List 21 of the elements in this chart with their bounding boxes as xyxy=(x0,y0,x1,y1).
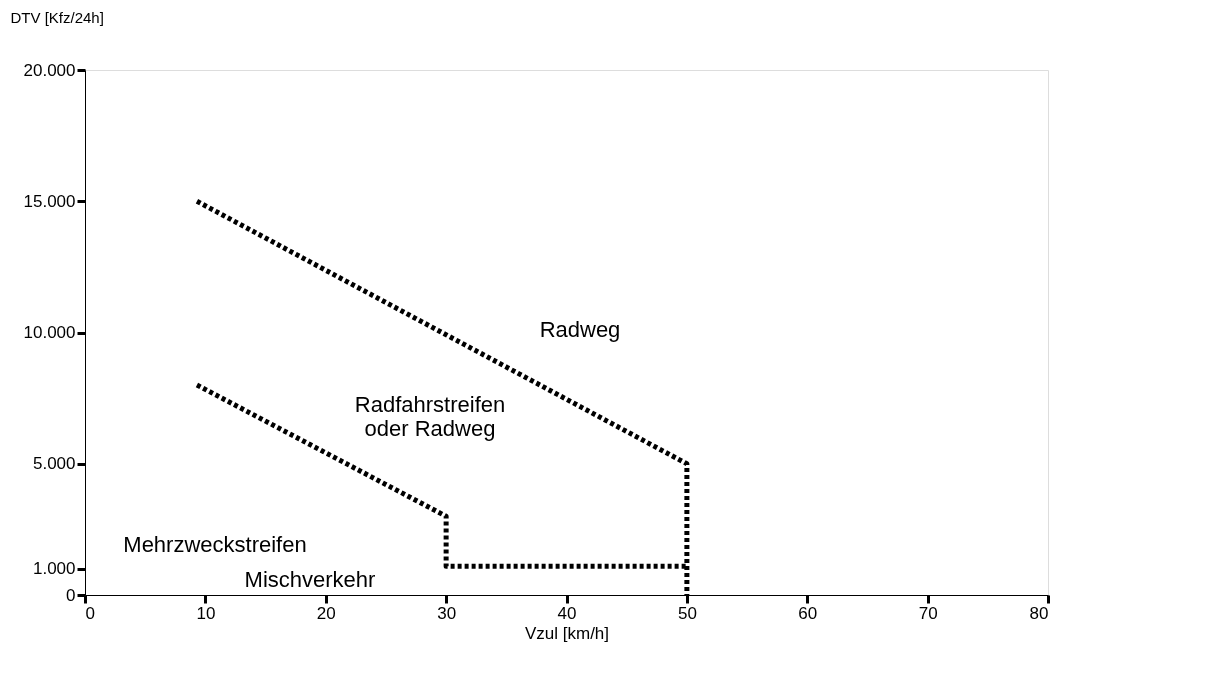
x-tick-label: 20 xyxy=(316,603,336,623)
x-tick-label: 10 xyxy=(196,603,216,623)
x-tick-label: 50 xyxy=(677,603,697,623)
x-tick-label: 30 xyxy=(437,603,457,623)
annotation: Radweg xyxy=(539,317,621,342)
annotation: Radfahrstreifen oder Radweg xyxy=(354,392,506,441)
x-tick-label: 80 xyxy=(1029,603,1049,623)
y-tick-label: 20.000 xyxy=(23,60,76,80)
x-tick-label: 70 xyxy=(918,603,938,623)
x-tick-label: 60 xyxy=(798,603,818,623)
annotation: Mischverkehr xyxy=(244,567,376,592)
y-tick-label: 0 xyxy=(66,585,76,605)
y-tick-label: 10.000 xyxy=(23,323,76,342)
x-tick-label: 40 xyxy=(557,603,577,623)
annotation: Mehrzweckstreifen xyxy=(123,532,307,557)
y-tick-label: 15.000 xyxy=(23,191,76,211)
y-tick-label: 5.000 xyxy=(32,454,76,474)
y-axis-title: DTV [Kfz/24h] xyxy=(10,8,104,26)
y-tick-label: 1.000 xyxy=(32,559,76,579)
x-axis-title: Vzul [km/h] xyxy=(524,623,610,643)
x-tick-label: 0 xyxy=(85,603,95,623)
